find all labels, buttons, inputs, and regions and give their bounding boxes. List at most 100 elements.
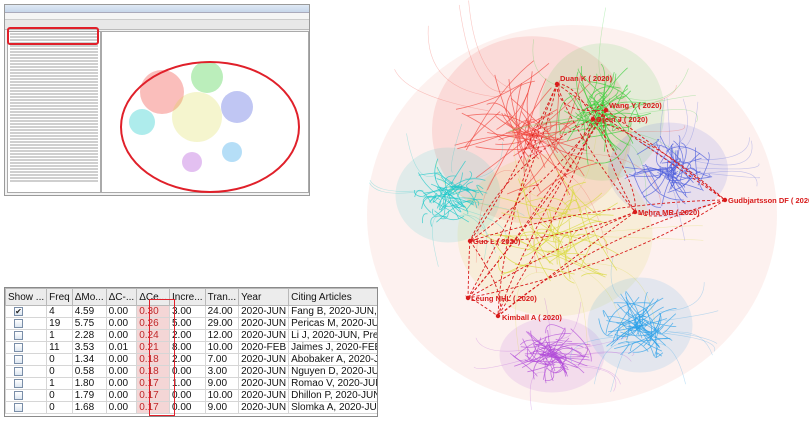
cell-freq: 11 — [46, 341, 73, 354]
node-guo[interactable] — [467, 238, 473, 244]
cluster-link-cyan — [440, 210, 449, 220]
table-row[interactable]: 0 1.68 0.00 0.17 0.00 9.00 2020-JUN Slomka A, 2… — [5, 401, 377, 414]
cluster-link-sky — [613, 302, 650, 317]
node-label-grein[interactable]: Grein J ( 2020) — [596, 115, 648, 124]
col-header-show[interactable]: Show ... — [5, 288, 48, 306]
node-label-mehra[interactable]: Mehra MR ( 2020) — [638, 208, 700, 217]
col-header-delta-mo[interactable]: ΔMo... — [71, 288, 107, 306]
cell-freq: 0 — [46, 365, 73, 378]
cell-show[interactable] — [5, 317, 48, 330]
show-checkbox[interactable] — [14, 318, 23, 328]
cluster-link-red — [523, 78, 547, 174]
cluster-link-red — [546, 137, 571, 171]
col-header-delta-c[interactable]: ΔC-... — [105, 288, 138, 306]
table-row[interactable]: 0 0.58 0.00 0.18 0.00 3.00 2020-JUN Nguyen D, 2… — [5, 365, 377, 378]
cell-show[interactable] — [5, 341, 48, 354]
table-row[interactable]: 1 2.28 0.00 0.24 2.00 12.00 2020-JUN Li J, 2020… — [5, 329, 377, 342]
cell-show[interactable] — [5, 329, 48, 342]
cluster-outer-arc-blue — [673, 191, 686, 241]
node-label-duan[interactable]: Duan K ( 2020) — [560, 74, 613, 83]
cluster-link-blue — [656, 142, 661, 150]
node-label-kimball[interactable]: Kimball A ( 2020) — [502, 313, 562, 322]
node-kimball[interactable] — [495, 313, 501, 319]
cluster-outer-arc-purple — [577, 351, 635, 357]
table-row[interactable]: 1 1.80 0.00 0.17 1.00 9.00 2020-JUN Romao V, 20… — [5, 377, 377, 390]
cluster-link-yellow — [499, 196, 608, 224]
cell-show[interactable]: ✔ — [5, 305, 48, 318]
table-row[interactable]: 11 3.53 0.01 0.21 8.00 10.00 2020-FEB Jaimes J,… — [5, 341, 377, 354]
cluster-link-yellow — [572, 189, 592, 247]
cluster-link-cyan — [432, 205, 448, 216]
node-wang[interactable] — [603, 107, 609, 113]
cell-year: 2020-JUN — [238, 329, 290, 342]
show-checkbox[interactable] — [14, 402, 23, 412]
node-label-guo[interactable]: Guo L ( 2020) — [473, 237, 521, 246]
cluster-outer-arc-red — [394, 69, 489, 112]
cluster-link-red — [465, 60, 535, 151]
cluster-outer-arc-red — [468, 0, 513, 90]
cluster-link-yellow — [547, 235, 595, 253]
citation-link-guo-kimball — [469, 240, 501, 317]
thumbnail-list-line — [10, 129, 98, 131]
thumbnail-list-line — [10, 39, 98, 41]
cell-delta-c: 0.00 — [105, 305, 138, 318]
cluster-link-yellow — [558, 186, 573, 215]
cluster-link-purple — [550, 366, 569, 382]
cell-show[interactable] — [5, 389, 48, 402]
citation-link-gudb-leung — [467, 199, 726, 299]
node-duan[interactable] — [554, 81, 560, 87]
table-row[interactable]: ✔ 4 4.59 0.00 0.30 3.00 24.00 2020-JUN Fang B, 2… — [5, 305, 377, 318]
cell-year: 2020-JUN — [238, 401, 290, 414]
cell-delta-ce: 0.17 — [136, 401, 170, 414]
citation-link-duan-grein — [556, 83, 594, 120]
show-checkbox[interactable] — [14, 390, 23, 400]
node-grein[interactable] — [590, 116, 596, 122]
cell-delta-c: 0.00 — [105, 389, 138, 402]
cluster-outer-arc-sky — [660, 282, 705, 312]
show-checkbox[interactable] — [14, 366, 23, 376]
cluster-link-red — [526, 140, 536, 157]
cell-show[interactable] — [5, 401, 48, 414]
cluster-link-purple — [533, 348, 554, 380]
cluster-outer-arc-purple — [561, 301, 582, 339]
cluster-link-cyan — [441, 178, 486, 200]
node-mehra[interactable] — [632, 209, 638, 215]
cell-tran: 9.00 — [204, 401, 240, 414]
cluster-link-purple — [514, 333, 571, 357]
table-row[interactable]: 19 5.75 0.00 0.26 5.00 29.00 2020-JUN Pericas M… — [5, 317, 377, 330]
show-checkbox[interactable] — [14, 354, 23, 364]
show-checkbox[interactable] — [14, 342, 23, 352]
cell-show[interactable] — [5, 377, 48, 390]
show-checkbox[interactable] — [14, 330, 23, 340]
table-row[interactable]: 0 1.79 0.00 0.17 0.00 10.00 2020-JUN Dhillon P,… — [5, 389, 377, 402]
node-leung[interactable] — [465, 295, 471, 301]
citation-link-mehra-kimball — [497, 211, 636, 317]
cluster-outer-arc-yellow — [601, 225, 703, 233]
cell-show[interactable] — [5, 365, 48, 378]
cluster-outer-arc-sky — [664, 330, 718, 344]
node-label-gudb[interactable]: Gudbjartsson DF ( 2020) — [728, 196, 809, 205]
cluster-link-green — [599, 94, 627, 118]
node-label-leung[interactable]: Leung NHL ( 2020) — [471, 294, 537, 303]
show-checkbox[interactable] — [14, 378, 23, 388]
cell-show[interactable] — [5, 353, 48, 366]
col-header-freq[interactable]: Freq — [46, 288, 73, 306]
network-visualization[interactable]: Duan K ( 2020) Wang Y ( 2020) Grein J ( 20… — [340, 0, 809, 427]
cluster-outer-arc-purple — [473, 358, 528, 369]
cluster-link-red — [559, 119, 573, 137]
col-header-tran[interactable]: Tran... — [204, 288, 240, 306]
show-checkbox[interactable]: ✔ — [14, 306, 23, 316]
cluster-link-blue — [670, 181, 702, 191]
cluster-link-purple — [544, 345, 552, 384]
node-gudb[interactable] — [722, 197, 728, 203]
thumbnail-list-line — [10, 93, 98, 95]
col-header-delta-ce[interactable]: ΔCe... — [136, 288, 170, 306]
col-header-year[interactable]: Year — [238, 288, 290, 306]
col-header-incre[interactable]: Incre... — [169, 288, 206, 306]
node-label-wang[interactable]: Wang Y ( 2020) — [609, 101, 662, 110]
cluster-link-blue — [672, 150, 679, 171]
cell-year: 2020-JUN — [238, 317, 290, 330]
table-row[interactable]: 0 1.34 0.00 0.18 2.00 7.00 2020-JUN Abobaker A,… — [5, 353, 377, 366]
cluster-link-green — [592, 102, 652, 119]
cluster-link-blue — [670, 146, 686, 205]
